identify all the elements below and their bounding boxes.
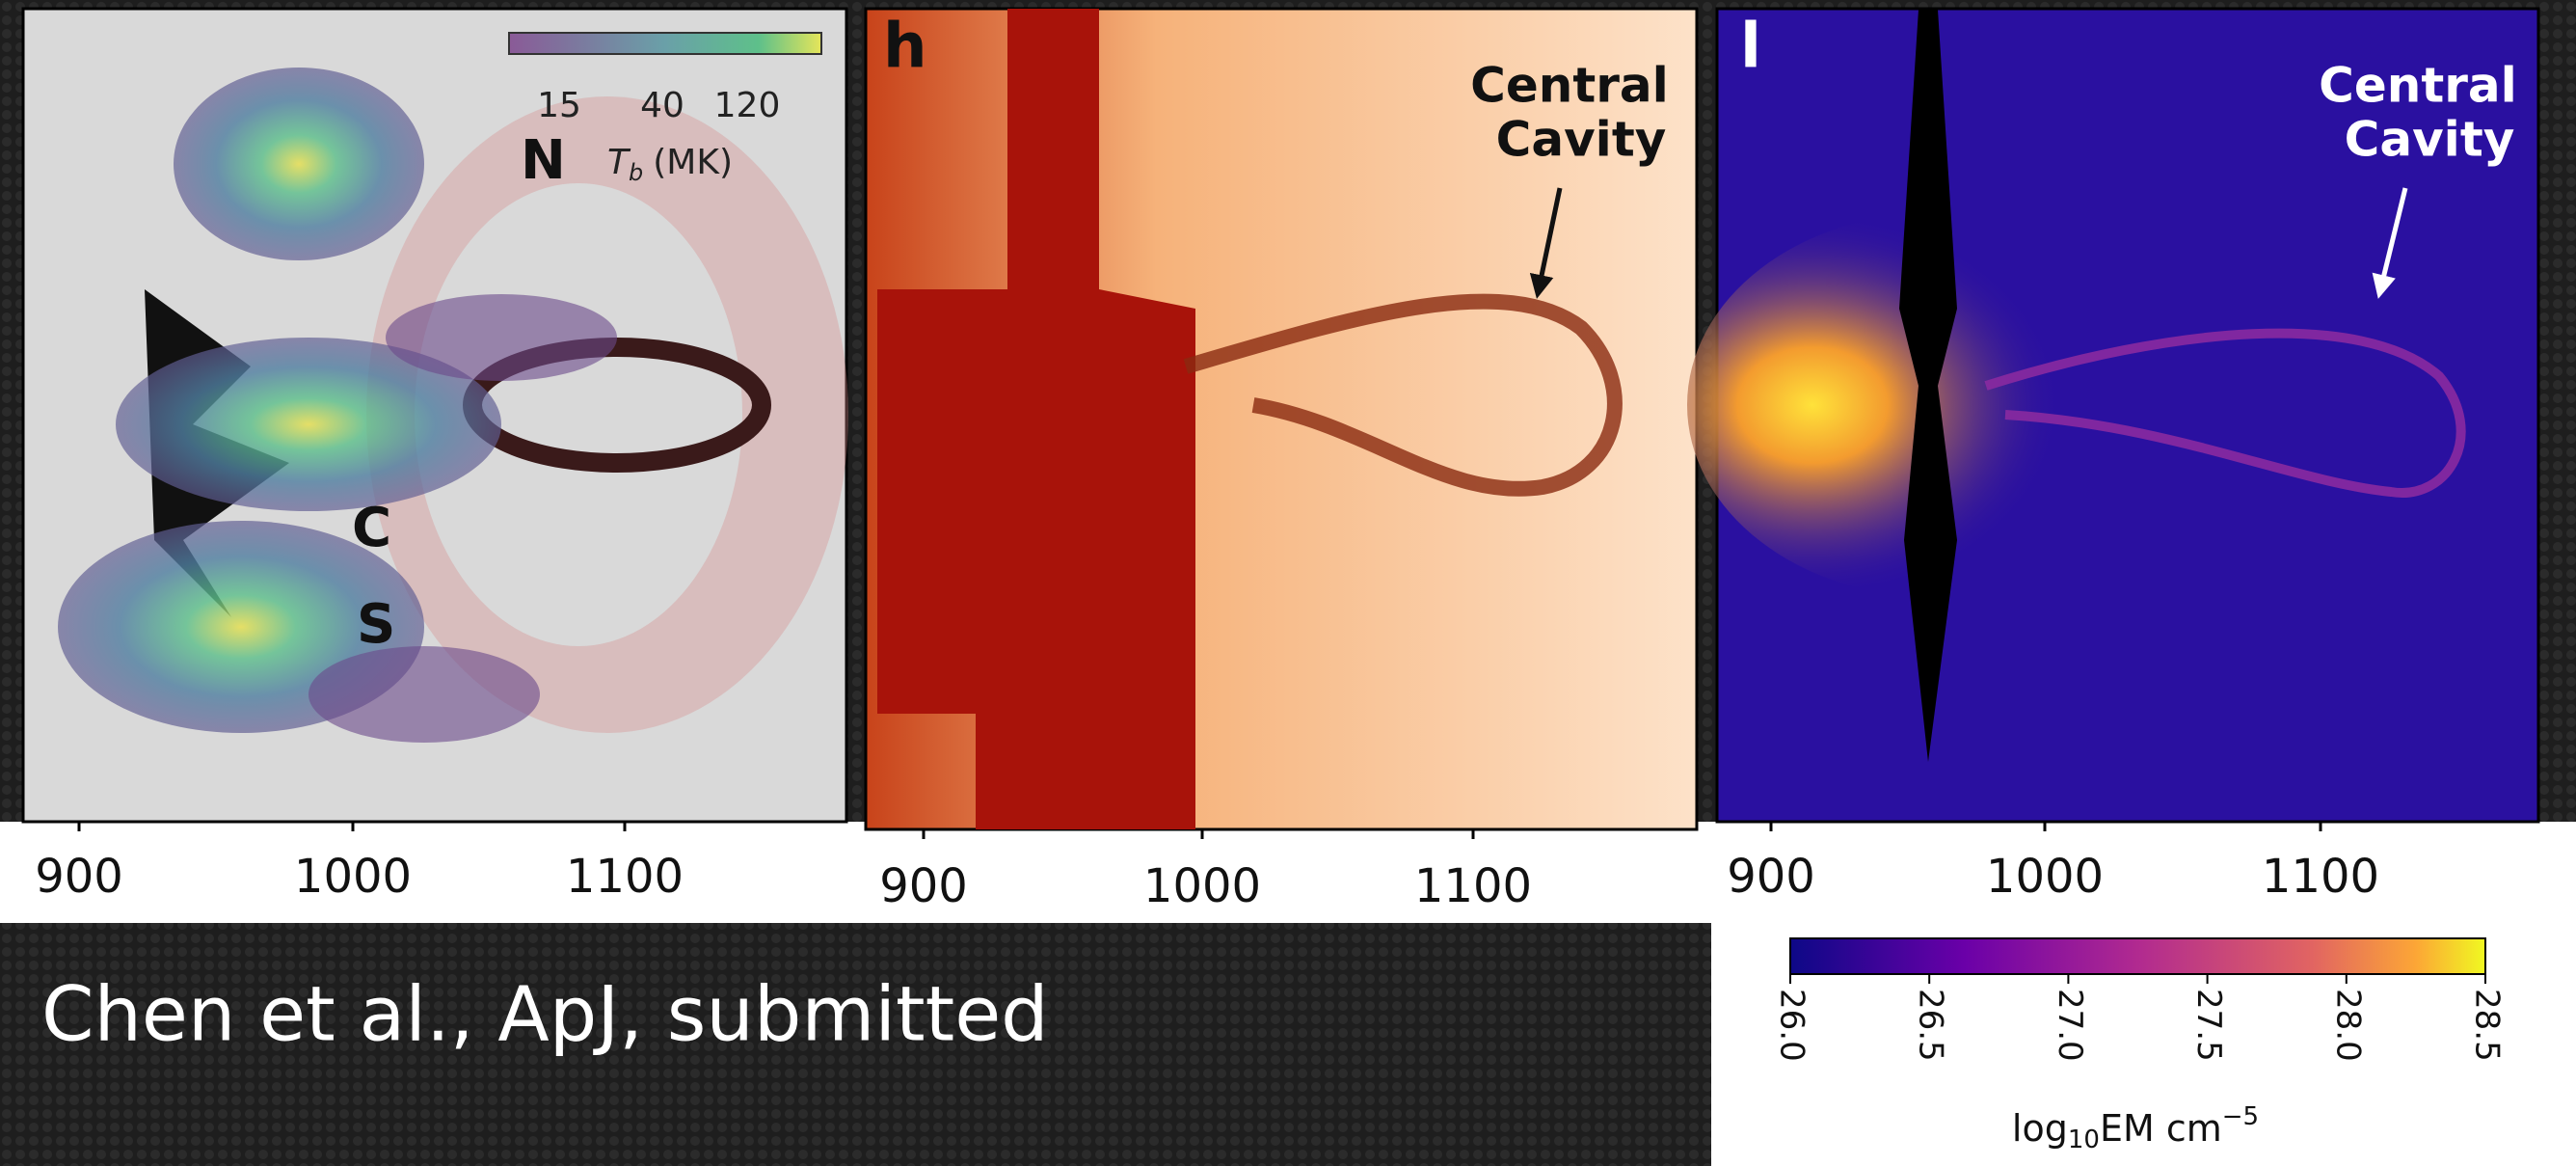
label-part: log xyxy=(2012,1107,2068,1150)
colorbar-tick-label: 28.5 xyxy=(2468,989,2507,1062)
colorbar-tick-label: 26.0 xyxy=(1773,989,1811,1062)
colorbar-label: log10EM cm−5 xyxy=(2012,1102,2259,1154)
x-tick-label: 1000 xyxy=(1986,850,2104,904)
annotation: Cavity xyxy=(2345,112,2515,168)
x-tick-label: 1100 xyxy=(1414,859,1532,913)
colorbar-tick-label: 15 xyxy=(537,86,581,125)
colorbar-label: Tb(MK) xyxy=(607,143,733,186)
colorbar-tick-label: 40 xyxy=(640,86,684,125)
panel-letter: l xyxy=(1740,12,1761,83)
panel-letter: h xyxy=(883,12,927,83)
label-part: EM cm xyxy=(2100,1107,2222,1150)
x-tick-label: 1000 xyxy=(1143,859,1261,913)
colorbar-tick-label: 26.5 xyxy=(1912,989,1950,1062)
panel-2: h Central Cavity xyxy=(866,9,1697,829)
colorbar-tick-label: 120 xyxy=(714,86,781,125)
x-tick-label: 900 xyxy=(879,859,968,913)
label-part: 10 xyxy=(2068,1125,2100,1154)
slide: N C S Tb(MK) h Central Cavity l Central … xyxy=(0,0,2576,1166)
label-part: b xyxy=(629,159,643,186)
colorbar-tick-label: 27.0 xyxy=(2051,989,2089,1062)
label-part: −5 xyxy=(2222,1102,2259,1131)
marker-label: N xyxy=(521,129,566,192)
annotation: Central xyxy=(2319,58,2517,114)
label-part: (MK) xyxy=(653,143,733,182)
x-tick-label: 1100 xyxy=(2262,850,2379,904)
panel-1: N C S Tb(MK) xyxy=(23,9,848,822)
x-tick-label: 900 xyxy=(1727,850,1815,904)
x-tick-label: 900 xyxy=(35,850,123,904)
annotation: Cavity xyxy=(1496,112,1667,168)
marker-label: S xyxy=(357,593,395,656)
annotation: Central xyxy=(1470,58,1669,114)
colorbar-tick-label: 27.5 xyxy=(2189,989,2228,1062)
x-tick-label: 1100 xyxy=(566,850,684,904)
marker-label: C xyxy=(352,497,391,559)
citation: Chen et al., ApJ, submitted xyxy=(41,971,1049,1058)
colorbar-tick-label: 28.0 xyxy=(2328,989,2367,1062)
x-tick-label: 1000 xyxy=(294,850,412,904)
